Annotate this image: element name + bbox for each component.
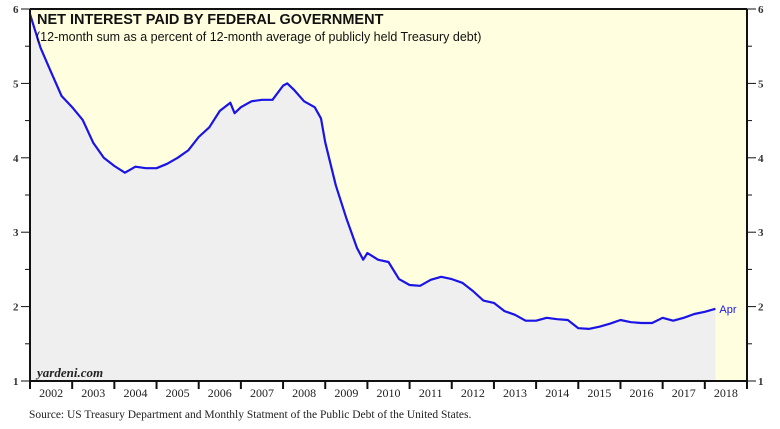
- x-axis: 2002 2003 2004 2005 2006 2007 2008 2009 2010 2011…: [39, 381, 738, 400]
- y-tick-label-right: 1: [758, 376, 764, 388]
- x-tick-label: 2012: [461, 386, 485, 400]
- watermark: yardeni.com: [35, 365, 103, 380]
- y-tick-label-right: 2: [758, 302, 764, 314]
- x-tick-label: 2007: [250, 386, 274, 400]
- y-tick-label-right: 3: [758, 227, 764, 239]
- y-tick-label-left: 4: [13, 153, 19, 165]
- y-tick-label-right: 5: [758, 78, 764, 90]
- y-tick-label-right: 4: [758, 153, 764, 165]
- y-tick-label-left: 2: [13, 302, 19, 314]
- y-tick-label-left: 5: [13, 78, 19, 90]
- x-tick-label: 2018: [714, 386, 738, 400]
- x-tick-label: 2002: [39, 386, 63, 400]
- x-tick-label: 2003: [81, 386, 105, 400]
- x-tick-label: 2009: [334, 386, 358, 400]
- x-tick-label: 2017: [672, 386, 696, 400]
- y-axis-right: 1 2 3 4 5 6: [747, 4, 764, 388]
- y-tick-label-left: 1: [13, 376, 19, 388]
- area-fill: [30, 14, 716, 381]
- x-tick-label: 2005: [166, 386, 190, 400]
- x-tick-label: 2014: [545, 386, 569, 400]
- y-tick-label-right: 6: [758, 4, 764, 16]
- x-tick-label: 2011: [419, 386, 443, 400]
- x-tick-label: 2010: [377, 386, 401, 400]
- y-axis-left: 1 2 3 4 5 6: [13, 4, 30, 388]
- x-tick-label: 2013: [503, 386, 527, 400]
- chart-subtitle: (12-month sum as a percent of 12-month a…: [36, 30, 481, 44]
- x-tick-label: 2004: [123, 386, 147, 400]
- x-tick-label: 2015: [587, 386, 611, 400]
- x-tick-label: 2016: [630, 386, 654, 400]
- source-note: Source: US Treasury Department and Month…: [29, 409, 472, 421]
- chart-title: NET INTEREST PAID BY FEDERAL GOVERNMENT: [37, 12, 384, 28]
- end-label: Apr: [719, 304, 736, 316]
- y-tick-label-left: 3: [13, 227, 19, 239]
- y-tick-label-left: 6: [13, 4, 19, 16]
- x-tick-label: 2006: [208, 386, 232, 400]
- axes: [29, 8, 748, 389]
- series-line: [28, 13, 716, 330]
- x-tick-label: 2008: [292, 386, 316, 400]
